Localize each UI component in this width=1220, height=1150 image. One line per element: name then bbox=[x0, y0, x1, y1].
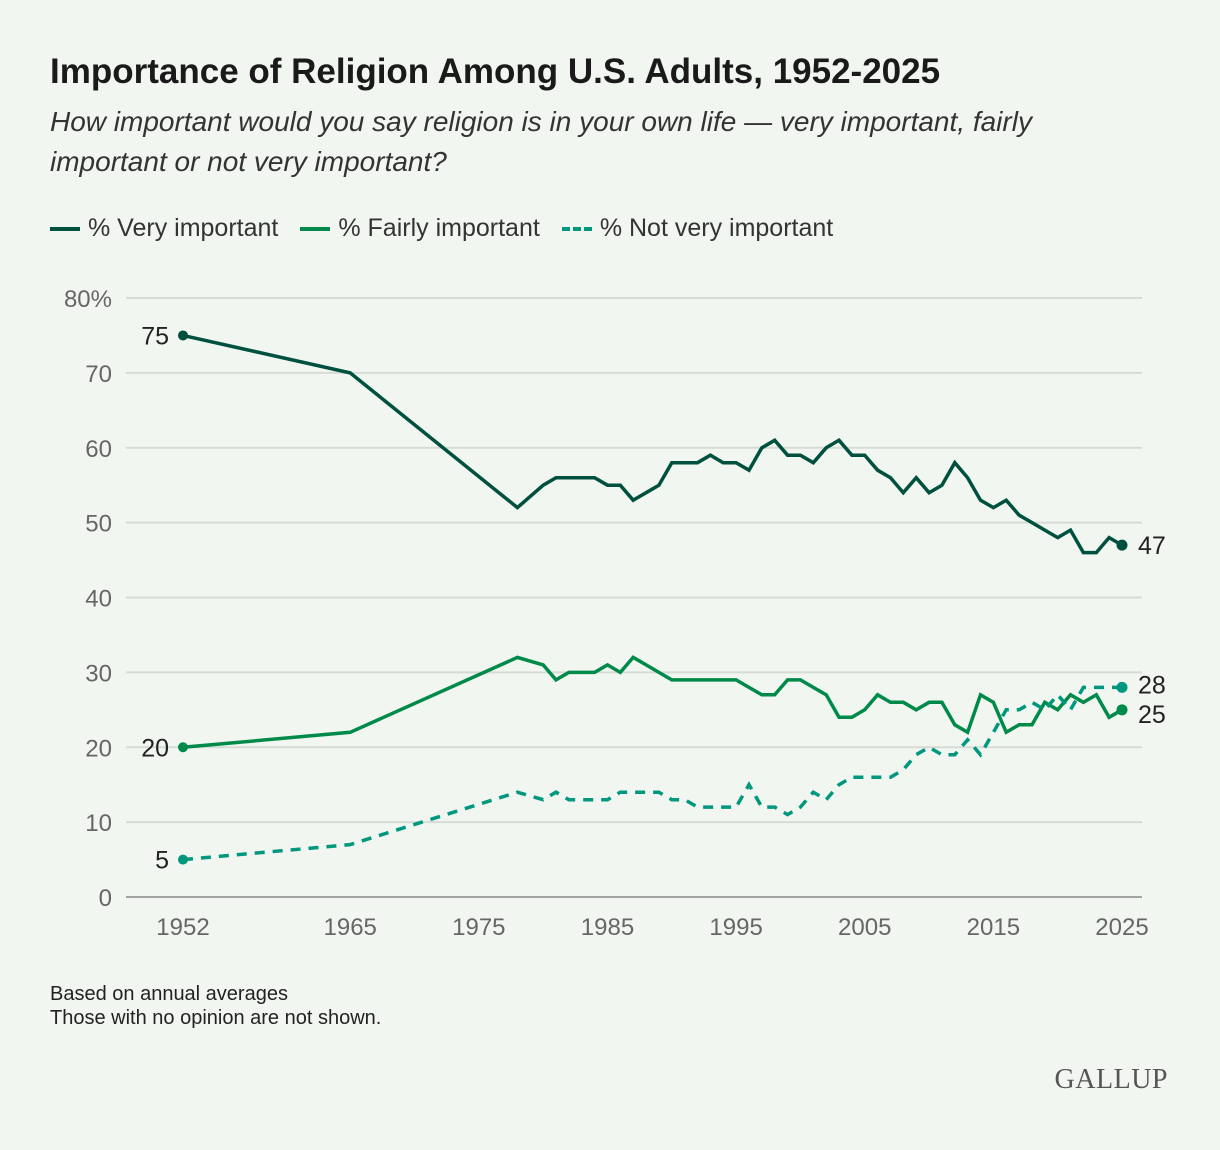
end-point bbox=[1116, 681, 1128, 693]
y-tick-label: 70 bbox=[85, 361, 112, 388]
y-tick-label: 40 bbox=[85, 586, 112, 613]
line-chart: 0 10 20 30 40 50 60 70 80% 1952 1965 1975 1985 1995 20… bbox=[64, 286, 1166, 941]
series-line-0 bbox=[182, 333, 1123, 555]
chart-subtitle: How important would you say religion is … bbox=[50, 106, 1032, 177]
series-line-1 bbox=[182, 655, 1123, 750]
y-tick-label: 30 bbox=[85, 660, 112, 687]
x-tick-label: 1965 bbox=[324, 914, 377, 941]
legend-label: % Not very important bbox=[599, 214, 834, 242]
x-tick-label: 1952 bbox=[156, 914, 209, 941]
end-point bbox=[1116, 704, 1128, 716]
note-line: Those with no opinion are not shown. bbox=[50, 1007, 382, 1029]
start-point bbox=[178, 854, 188, 865]
start-data-label: 5 bbox=[155, 847, 169, 875]
gallup-logo: GALLUP bbox=[1054, 1064, 1168, 1095]
x-tick-label: 2015 bbox=[967, 914, 1020, 941]
note-line: Based on annual averages bbox=[50, 983, 288, 1005]
y-tick-label: 60 bbox=[85, 436, 112, 463]
start-data-label: 75 bbox=[141, 322, 169, 350]
x-tick-label: 2025 bbox=[1095, 914, 1148, 941]
y-tick-label: 50 bbox=[85, 511, 112, 538]
start-data-label: 20 bbox=[141, 734, 169, 762]
end-data-label: 25 bbox=[1138, 701, 1166, 729]
end-point bbox=[1116, 539, 1128, 551]
notes: Based on annual averages Those with no o… bbox=[50, 982, 381, 1030]
legend-label: % Very important bbox=[88, 214, 279, 242]
end-data-label: 28 bbox=[1138, 671, 1166, 699]
x-tick-label: 2005 bbox=[838, 914, 891, 941]
start-point bbox=[178, 742, 188, 753]
legend-very-important: % Very important bbox=[50, 214, 278, 243]
legend: % Very important % Fairly important % No… bbox=[50, 214, 833, 243]
end-data-label: 47 bbox=[1138, 532, 1166, 560]
legend-fairly-important: % Fairly important bbox=[300, 214, 540, 243]
legend-swatch-very bbox=[50, 226, 80, 231]
legend-swatch-fairly bbox=[300, 226, 331, 231]
x-tick-label: 1975 bbox=[452, 914, 505, 941]
y-tick-label: 0 bbox=[99, 885, 112, 912]
start-point bbox=[178, 330, 188, 341]
x-tick-label: 1995 bbox=[709, 914, 762, 941]
legend-not-very-important: % Not very important bbox=[561, 214, 834, 243]
legend-label: % Fairly important bbox=[338, 214, 540, 242]
y-tick-label: 10 bbox=[85, 810, 112, 837]
x-tick-label: 1985 bbox=[581, 914, 634, 941]
y-tick-label: 20 bbox=[85, 735, 112, 762]
legend-swatch-not bbox=[561, 226, 592, 231]
series-line-2 bbox=[182, 685, 1122, 862]
chart-title: Importance of Religion Among U.S. Adults… bbox=[50, 52, 941, 91]
y-tick-label: 80% bbox=[64, 286, 112, 313]
